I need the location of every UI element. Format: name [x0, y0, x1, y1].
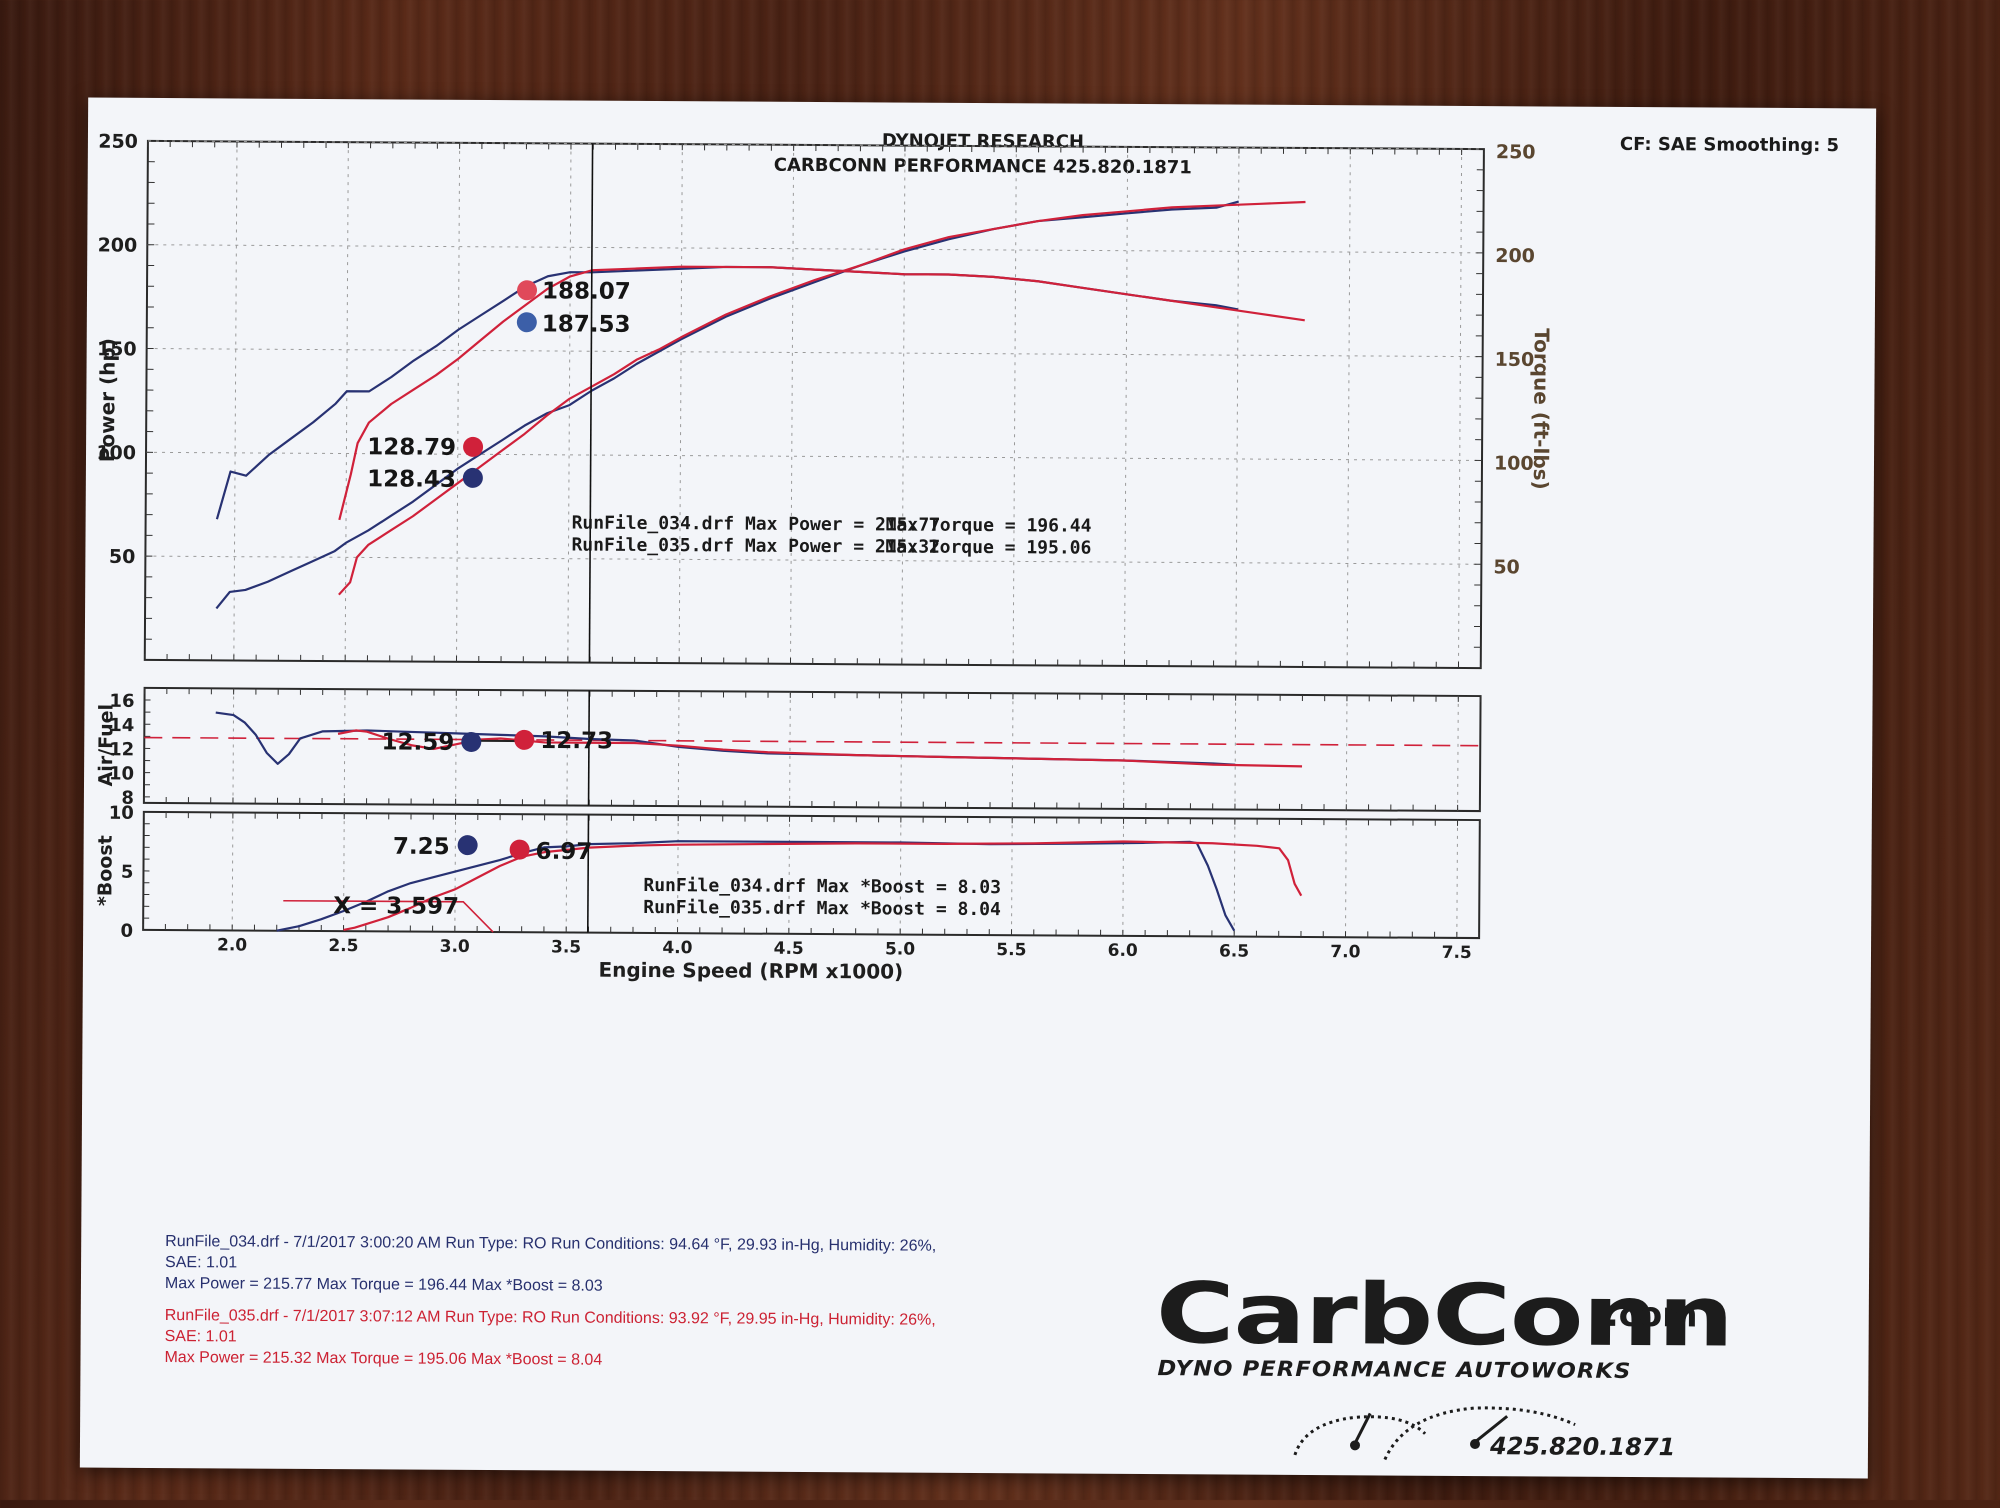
dyno-sheet: DYNOJET RESEARCH CARBCONN PERFORMANCE 42…: [80, 98, 1876, 1479]
grid-v: [233, 688, 234, 803]
cursor-power-034-marker: [463, 468, 483, 488]
grid-v: [1012, 693, 1013, 808]
grid-v: [568, 144, 571, 663]
cursor-torque-035-marker: [517, 280, 537, 300]
grid-v: [456, 690, 457, 805]
boost-cursor-034-marker: [458, 835, 478, 855]
afr-cursor-034-label: 12.59: [381, 729, 454, 755]
summary-torque-034: Max Torque = 196.44: [886, 514, 1092, 536]
grid-v: [1346, 695, 1347, 810]
x-tick-label: 4.5: [774, 939, 804, 959]
boost-tick-label: 5: [121, 862, 134, 883]
afr-axis-label: Air/Fuel: [95, 704, 118, 787]
y-tick-label: 200: [98, 234, 138, 256]
cursor-torque-034-label: 187.53: [542, 311, 631, 338]
x-tick-label: 6.5: [1219, 941, 1249, 961]
grid-v: [790, 145, 793, 664]
afr-series-runfile_035: [338, 730, 1302, 766]
summary-boost-035: RunFile_035.drf Max *Boost = 8.04: [643, 897, 1001, 920]
boost-cursor-035-marker: [510, 840, 530, 860]
grid-v: [1458, 696, 1459, 811]
footer-run034: RunFile_034.drf - 7/1/2017 3:00:20 AM Ru…: [165, 1231, 936, 1299]
footer-run035: RunFile_035.drf - 7/1/2017 3:07:12 AM Ru…: [164, 1305, 935, 1373]
x-tick-label: 2.0: [217, 935, 247, 955]
x-tick-label: 4.0: [662, 938, 692, 958]
boost-axis-label: *Boost: [94, 835, 116, 906]
y2-tick-label: 50: [1493, 556, 1520, 578]
logo-com: .com: [1606, 1295, 1698, 1336]
grid-v: [1012, 817, 1013, 935]
grid-v: [1124, 147, 1127, 666]
y2-axis-label: Torque (ft-lbs): [1529, 328, 1554, 490]
y-axis-label: Power (hp): [95, 338, 120, 462]
grid-v: [234, 141, 237, 660]
x-tick-label: 5.0: [885, 939, 915, 959]
grid-v: [1124, 694, 1125, 809]
cursor-power-035-marker: [463, 437, 483, 457]
y2-tick-label: 150: [1495, 349, 1535, 371]
cursor-readout: X = 3.597: [333, 893, 459, 920]
afr-series-runfile_034: [215, 713, 1235, 770]
x-tick-label: 6.0: [1108, 941, 1138, 961]
grid-v: [566, 814, 567, 932]
grid-v: [1123, 818, 1124, 936]
y2-tick-label: 250: [1496, 141, 1536, 163]
cursor-line: [588, 815, 589, 933]
cursor-power-035-label: 128.79: [367, 434, 456, 461]
boost-cursor-034-label: 7.25: [393, 834, 450, 860]
x-tick-label: 3.5: [551, 937, 581, 957]
afr-cursor-035-marker: [514, 730, 534, 750]
boost-tick-label: 0: [121, 921, 134, 942]
x-tick-label: 3.0: [440, 937, 470, 957]
grid-v: [901, 693, 902, 808]
x-tick-label: 2.5: [328, 936, 358, 956]
grid-v: [790, 692, 791, 807]
boost-cursor-035-label: 6.97: [536, 839, 593, 865]
grid-v: [678, 691, 679, 806]
boost-tick-label: 10: [109, 803, 134, 824]
panel-frame-0: [145, 141, 1484, 668]
cursor-torque-034-marker: [517, 312, 537, 332]
grid-v: [1235, 695, 1236, 810]
logo-phone: 425.820.1871: [1490, 1432, 1675, 1461]
x-tick-label: 5.5: [996, 940, 1026, 960]
afr-target-line: [144, 738, 1480, 746]
y2-tick-label: 100: [1494, 453, 1534, 475]
cursor-line: [589, 144, 592, 663]
logo-tagline: DYNO PERFORMANCE AUTOWORKS: [1157, 1356, 1631, 1383]
summary-boost-034: RunFile_034.drf Max *Boost = 8.03: [643, 875, 1001, 898]
y-tick-label: 250: [98, 131, 138, 153]
cursor-power-034-label: 128.43: [367, 466, 456, 493]
grid-v: [1345, 819, 1346, 937]
carbconn-logo: CarbConn .com DYNO PERFORMANCE AUTOWORKS…: [1155, 1264, 1716, 1507]
grid-v: [1234, 819, 1235, 937]
cursor-torque-035-label: 188.07: [542, 278, 631, 305]
y2-tick-label: 200: [1495, 245, 1535, 267]
grid-v: [1457, 820, 1458, 938]
x-axis-label: Engine Speed (RPM x1000): [598, 958, 903, 984]
grid-v: [902, 146, 905, 665]
grid-v: [232, 812, 233, 930]
x-tick-label: 7.0: [1330, 942, 1360, 962]
grid-v: [1458, 149, 1461, 668]
series-torque-runfile_035: [339, 265, 1305, 526]
x-tick-label: 7.5: [1442, 943, 1472, 963]
grid-v: [1236, 148, 1239, 667]
afr-cursor-035-label: 12.73: [540, 728, 613, 754]
grid-v: [456, 143, 459, 662]
grid-v: [344, 689, 345, 804]
y-tick-label: 50: [109, 546, 136, 568]
grid-v: [1347, 148, 1350, 667]
afr-cursor-034-marker: [461, 732, 481, 752]
summary-torque-035: Max Torque = 195.06: [885, 536, 1091, 558]
grid-v: [679, 144, 682, 663]
